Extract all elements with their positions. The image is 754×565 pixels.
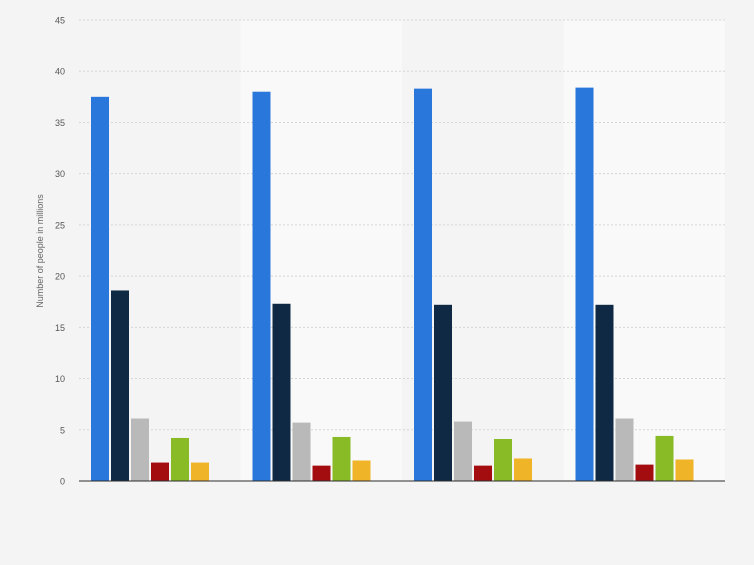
bar <box>292 422 311 481</box>
bar <box>151 462 169 481</box>
bar <box>171 437 189 481</box>
bar <box>675 459 694 481</box>
bar <box>111 290 129 481</box>
bar <box>191 462 209 481</box>
bar <box>352 460 371 481</box>
bar <box>414 88 432 481</box>
bar <box>434 304 452 481</box>
bar <box>474 465 492 481</box>
y-tick-label: 30 <box>55 169 65 179</box>
y-tick-label: 20 <box>55 272 65 282</box>
y-tick-label: 5 <box>60 425 65 435</box>
y-axis-label: Number of people in millions <box>35 194 45 308</box>
bar <box>615 418 634 481</box>
y-tick-label: 45 <box>55 16 65 26</box>
bar <box>131 418 149 481</box>
bar <box>252 91 271 481</box>
y-tick-label: 35 <box>55 118 65 128</box>
bar <box>91 96 109 481</box>
y-tick-label: 10 <box>55 374 65 384</box>
bar <box>454 421 472 481</box>
bar <box>494 438 512 481</box>
bar <box>635 464 654 481</box>
bar <box>514 458 532 481</box>
bar <box>312 465 331 481</box>
y-tick-label: 15 <box>55 323 65 333</box>
bar <box>332 436 351 481</box>
bar <box>595 304 614 481</box>
y-tick-label: 0 <box>60 477 65 487</box>
y-tick-label: 25 <box>55 220 65 230</box>
bar <box>655 435 674 481</box>
bar <box>272 303 291 481</box>
bar <box>575 87 594 481</box>
y-tick-label: 40 <box>55 67 65 77</box>
